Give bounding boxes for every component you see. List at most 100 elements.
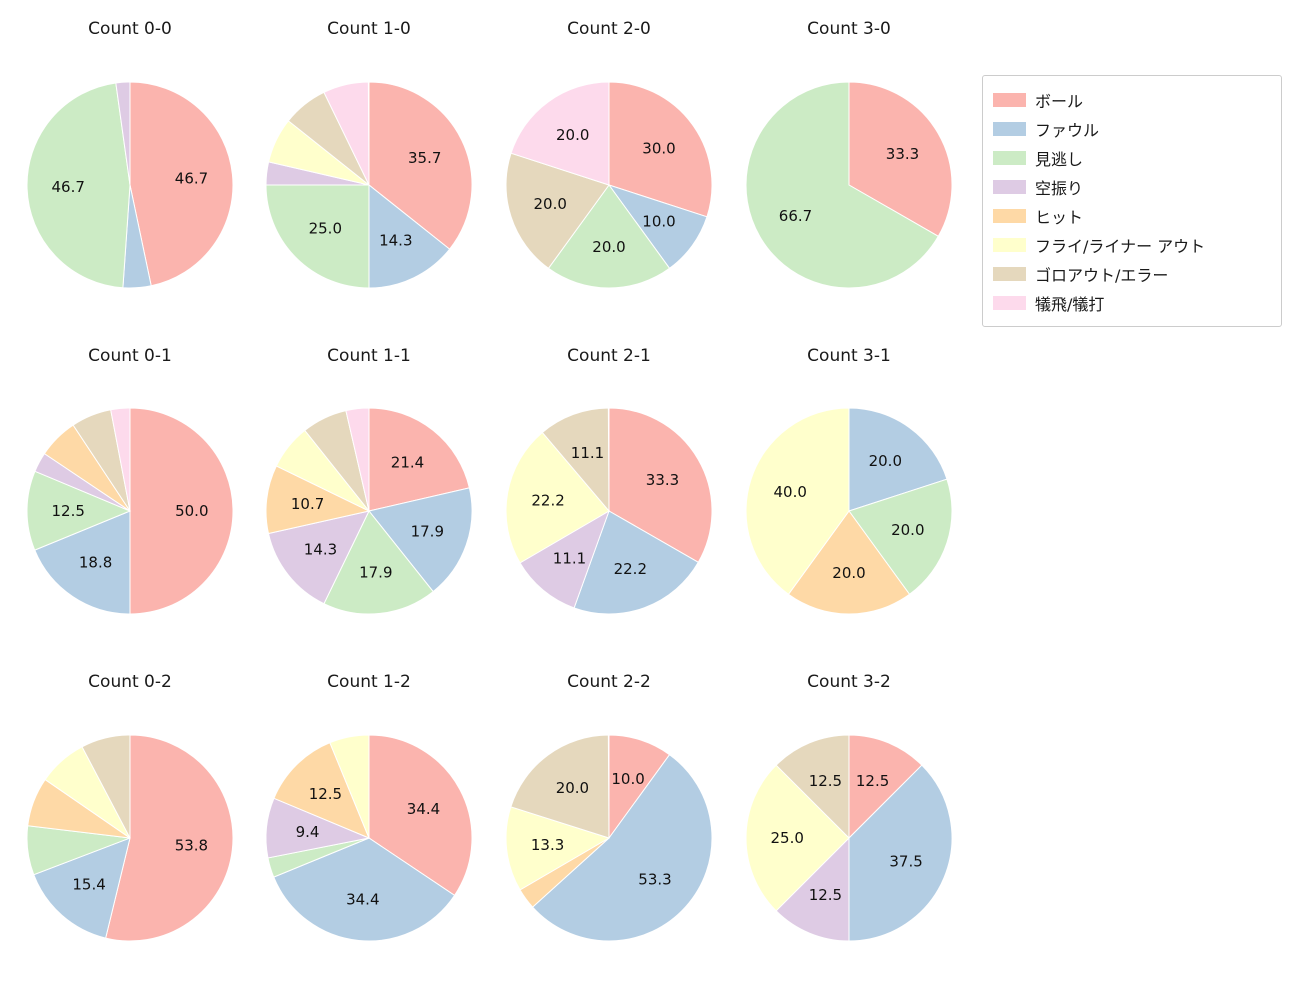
chart-title: Count 2-1 bbox=[567, 346, 651, 366]
legend-color-swatch bbox=[993, 150, 1026, 165]
pie-chart: 20.0 20.0 20.0 40.0 bbox=[745, 407, 953, 615]
legend-item: 空振り bbox=[993, 172, 1271, 201]
legend-item: ヒット bbox=[993, 201, 1271, 230]
pie-percentage-label: 34.4 bbox=[407, 800, 440, 818]
pie-slice bbox=[273, 837, 456, 942]
pie-slice bbox=[745, 407, 850, 596]
pie-percentage-label: 12.5 bbox=[309, 785, 342, 803]
pie-slice bbox=[848, 81, 953, 237]
chart-title: Count 2-0 bbox=[567, 19, 651, 39]
pie-slice bbox=[110, 407, 131, 512]
pie-percentage-label: 20.0 bbox=[533, 195, 566, 213]
pie-slice bbox=[81, 734, 131, 839]
pie-slice bbox=[531, 753, 713, 942]
pie-percentage-label: 53.8 bbox=[175, 836, 208, 854]
pie-slice bbox=[26, 82, 131, 289]
chart-title: Count 1-1 bbox=[327, 346, 411, 366]
pie-slice bbox=[129, 81, 234, 287]
legend-item: フライ/ライナー アウト bbox=[993, 230, 1271, 259]
legend-item: 見逃し bbox=[993, 143, 1271, 172]
legend-label: 見逃し bbox=[1035, 149, 1084, 169]
pie-slice bbox=[608, 81, 713, 218]
pie-percentage-label: 34.4 bbox=[346, 891, 379, 909]
pie-slice bbox=[323, 510, 434, 615]
pie-percentage-label: 11.1 bbox=[553, 550, 586, 568]
pie-slice bbox=[368, 183, 451, 289]
pie-chart: 35.7 14.3 25.0 bbox=[265, 81, 473, 289]
pie-percentage-label: 15.4 bbox=[72, 875, 105, 893]
pie-chart: 46.7 46.7 bbox=[26, 81, 234, 289]
pie-percentage-label: 12.5 bbox=[51, 502, 84, 520]
pie-chart: 50.0 18.8 12.5 bbox=[26, 407, 234, 615]
pie-percentage-label: 20.0 bbox=[556, 779, 589, 797]
legend: ボールファウル見逃し空振りヒットフライ/ライナー アウトゴロアウト/エラー 犠飛/… bbox=[982, 75, 1282, 327]
pie-slice bbox=[368, 81, 473, 250]
pie-percentage-label: 17.9 bbox=[359, 563, 392, 581]
legend-item: 犠飛/犠打 bbox=[993, 288, 1271, 317]
pie-slice bbox=[323, 81, 370, 186]
pie-chart: 10.0 53.3 13.3 20.0 bbox=[505, 734, 713, 942]
pie-percentage-label: 21.4 bbox=[391, 454, 424, 472]
chart-title: Count 3-0 bbox=[807, 19, 891, 39]
pie-slice bbox=[505, 806, 611, 891]
pie-percentage-label: 14.3 bbox=[379, 232, 412, 250]
pie-percentage-label: 35.7 bbox=[408, 149, 441, 167]
pie-chart: 33.3 66.7 bbox=[745, 81, 953, 289]
pie-slice bbox=[368, 734, 473, 897]
pie-percentage-label: 10.0 bbox=[642, 212, 675, 230]
pie-slice bbox=[115, 81, 131, 186]
pie-percentage-label: 10.7 bbox=[291, 495, 324, 513]
pie-percentage-label: 13.3 bbox=[531, 836, 564, 854]
legend-label: ボール bbox=[1035, 91, 1084, 111]
pie-chart: 21.4 17.9 17.9 14.3 10.7 bbox=[265, 407, 473, 615]
pie-percentage-label: 20.0 bbox=[832, 564, 865, 582]
legend-color-swatch bbox=[993, 121, 1026, 136]
legend-label: ゴロアウト/エラー bbox=[1035, 265, 1169, 285]
chart-title: Count 2-2 bbox=[567, 672, 651, 692]
pie-percentage-label: 12.5 bbox=[856, 772, 889, 790]
legend-color-swatch bbox=[993, 237, 1026, 252]
pie-percentage-label: 53.3 bbox=[638, 870, 671, 888]
pie-slice bbox=[745, 81, 939, 289]
pie-percentage-label: 40.0 bbox=[773, 483, 806, 501]
pie-slice bbox=[510, 81, 610, 186]
chart-title: Count 1-2 bbox=[327, 672, 411, 692]
legend-label: 犠飛/犠打 bbox=[1035, 294, 1105, 314]
legend-item: ゴロアウト/エラー bbox=[993, 259, 1271, 288]
pie-slice bbox=[745, 764, 850, 912]
legend-label: ファウル bbox=[1035, 120, 1100, 140]
chart-title: Count 3-1 bbox=[807, 346, 891, 366]
legend-color-swatch bbox=[993, 266, 1026, 281]
pie-slice bbox=[265, 184, 370, 289]
legend-color-swatch bbox=[993, 208, 1026, 223]
pie-slice bbox=[368, 487, 473, 593]
pie-percentage-label: 20.0 bbox=[592, 238, 625, 256]
chart-title: Count 3-2 bbox=[807, 672, 891, 692]
pie-slice bbox=[848, 764, 953, 942]
pie-percentage-label: 22.2 bbox=[614, 560, 647, 578]
pie-slice bbox=[519, 509, 610, 609]
pie-slice bbox=[848, 478, 953, 596]
pie-percentage-label: 25.0 bbox=[770, 829, 803, 847]
pie-percentage-label: 50.0 bbox=[175, 502, 208, 520]
pie-chart: 33.3 22.2 11.1 22.2 11.1 bbox=[505, 407, 713, 615]
legend-label: ヒット bbox=[1035, 207, 1084, 227]
pie-percentage-label: 66.7 bbox=[779, 207, 812, 225]
pie-chart: 53.8 15.4 bbox=[26, 734, 234, 942]
pie-slice bbox=[775, 734, 850, 840]
pie-percentage-label: 12.5 bbox=[809, 772, 842, 790]
chart-title: Count 1-0 bbox=[327, 19, 411, 39]
pie-slice bbox=[505, 431, 610, 564]
pie-slice bbox=[105, 734, 234, 942]
pie-percentage-label: 17.9 bbox=[411, 522, 444, 540]
pie-percentage-label: 30.0 bbox=[642, 140, 675, 158]
pie-slice bbox=[26, 470, 132, 551]
pie-slice bbox=[265, 465, 371, 535]
pie-slice bbox=[33, 837, 131, 939]
legend-color-swatch bbox=[993, 92, 1026, 107]
legend-label: 空振り bbox=[1035, 178, 1084, 198]
pie-slice bbox=[775, 836, 850, 942]
pie-percentage-label: 12.5 bbox=[809, 886, 842, 904]
pie-percentage-label: 46.7 bbox=[175, 170, 208, 188]
